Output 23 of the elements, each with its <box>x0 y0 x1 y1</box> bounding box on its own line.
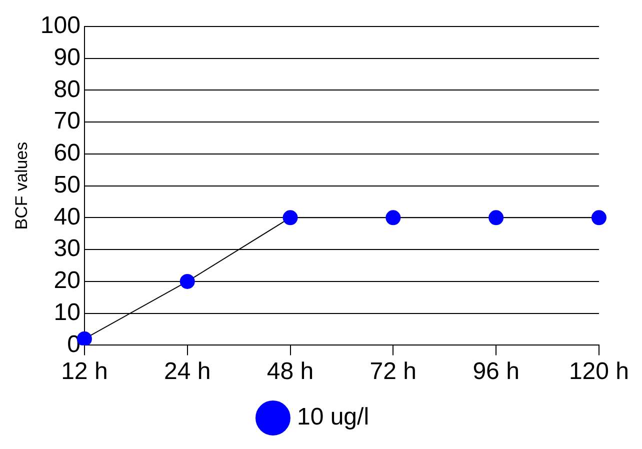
point <box>488 210 504 226</box>
y-tick-label: 60 <box>54 140 80 167</box>
y-tick-label: 90 <box>54 44 80 71</box>
y-tick-label: 50 <box>54 171 80 198</box>
y-tick-label: 10 <box>54 298 80 326</box>
x-tick-label: 72 h <box>370 358 417 386</box>
x-tick-label: 96 h <box>472 358 520 386</box>
y-tick-label: 20 <box>54 267 80 294</box>
point <box>180 274 195 289</box>
point <box>282 210 298 226</box>
point <box>591 210 606 226</box>
legend-label: 10 ug/l <box>296 404 370 431</box>
x-tick-label: 48 h <box>266 358 314 386</box>
point <box>386 210 401 226</box>
y-tick-label: 100 <box>40 12 80 40</box>
y-tick-label: 80 <box>54 76 80 103</box>
y-tick-label: 70 <box>54 108 80 135</box>
y-axis-title: BCF values <box>12 142 31 230</box>
x-tick-label: 24 h <box>164 358 211 386</box>
x-tick-label: 12 h <box>61 358 108 386</box>
x-tick-label: 120 h <box>568 358 629 386</box>
y-tick-label: 30 <box>54 235 80 262</box>
y-tick-label: 40 <box>54 203 80 230</box>
